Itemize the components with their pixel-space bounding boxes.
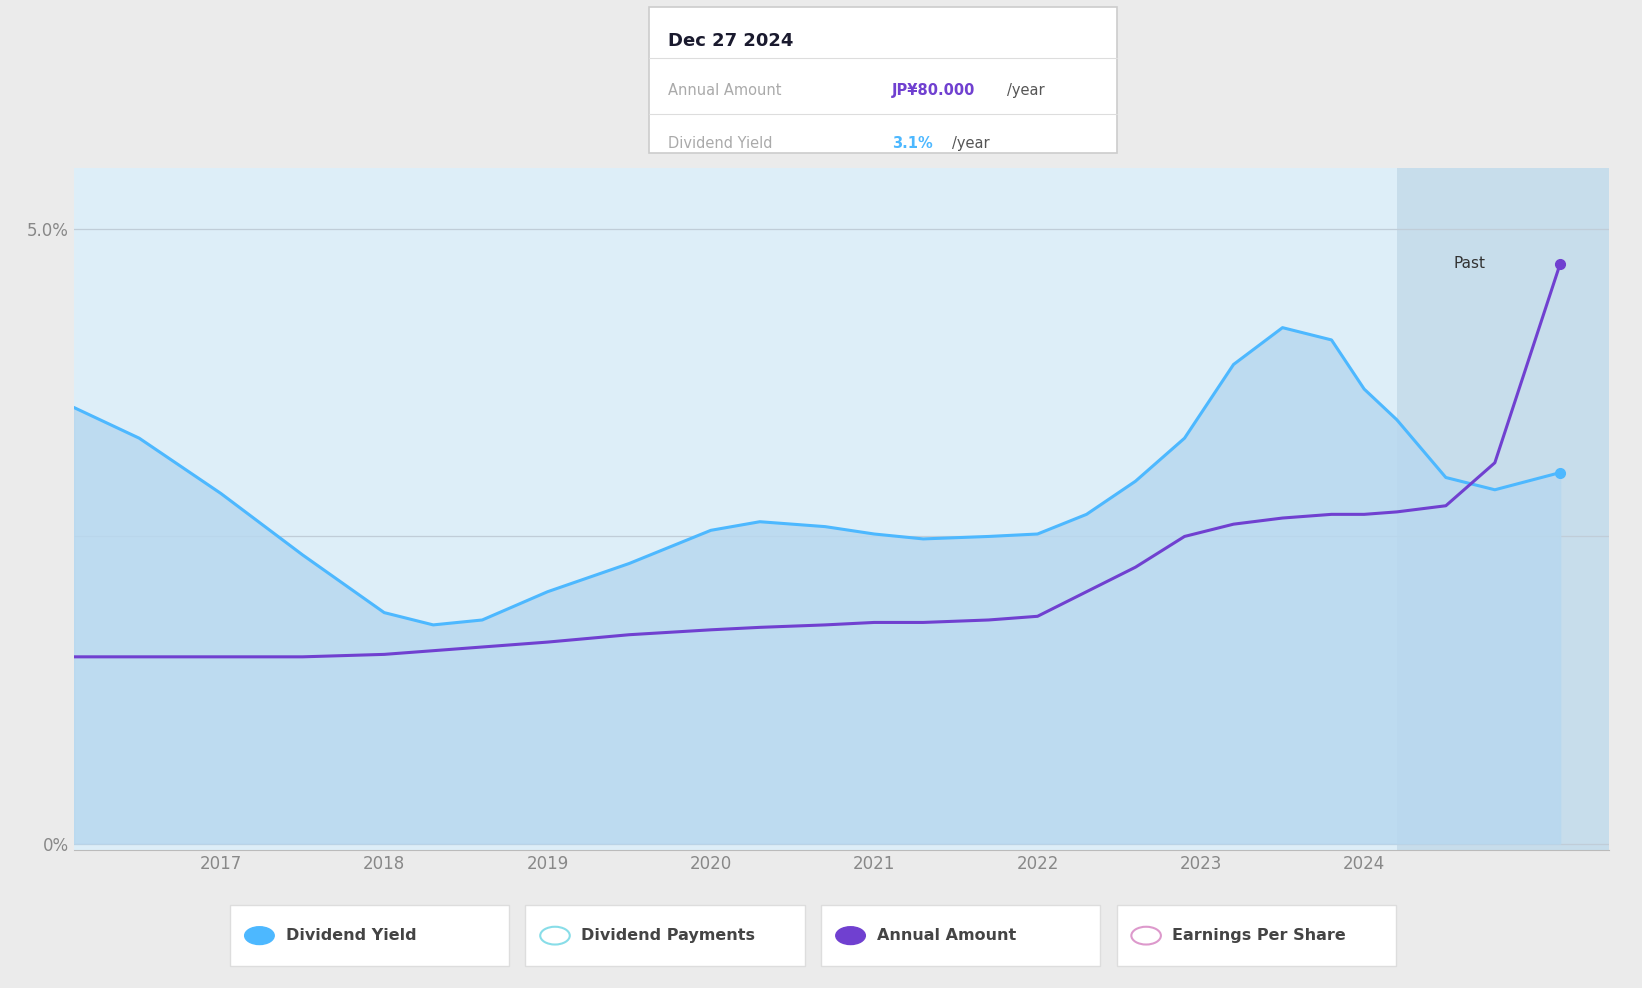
Text: Dec 27 2024: Dec 27 2024 xyxy=(668,32,793,49)
Text: /year: /year xyxy=(1007,83,1044,99)
Text: Earnings Per Share: Earnings Per Share xyxy=(1172,928,1346,944)
Text: Annual Amount: Annual Amount xyxy=(668,83,782,99)
Bar xyxy=(1397,168,1609,850)
Text: Dividend Yield: Dividend Yield xyxy=(286,928,417,944)
Text: Dividend Payments: Dividend Payments xyxy=(581,928,755,944)
Text: Dividend Yield: Dividend Yield xyxy=(668,135,773,151)
Text: JP¥80.000: JP¥80.000 xyxy=(892,83,975,99)
Text: Annual Amount: Annual Amount xyxy=(877,928,1016,944)
Text: 3.1%: 3.1% xyxy=(892,135,933,151)
Text: /year: /year xyxy=(952,135,990,151)
Text: Past: Past xyxy=(1455,257,1486,272)
